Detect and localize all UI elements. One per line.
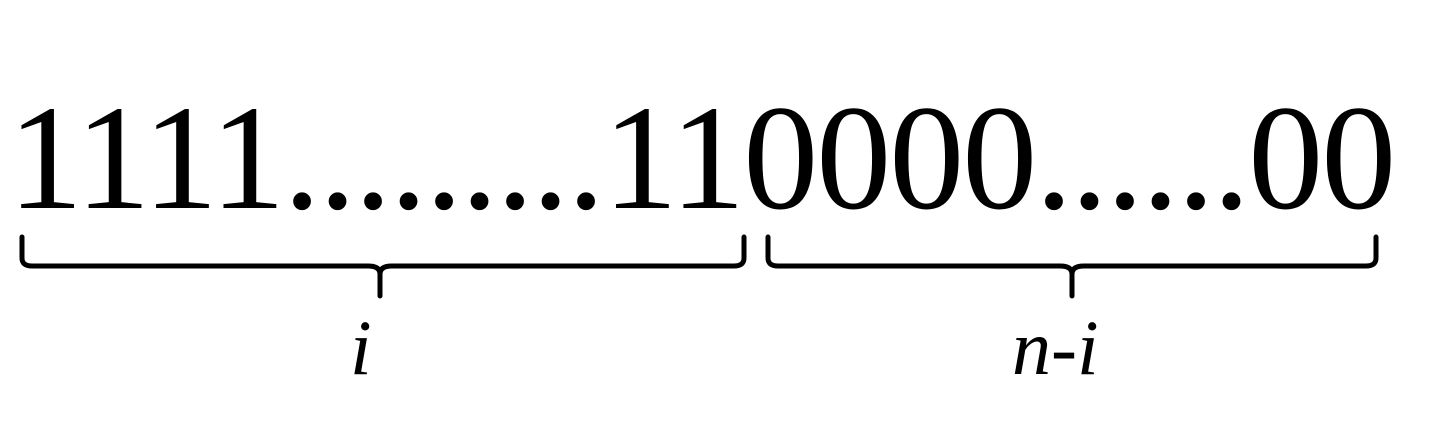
right-brace xyxy=(765,234,1379,299)
ones-segment: 1111.........11 xyxy=(8,75,745,241)
left-brace-label: i xyxy=(350,304,372,391)
zeros-segment: 0000......00 xyxy=(743,75,1396,241)
bit-string: 1111.........110000......00 xyxy=(8,75,1438,241)
left-brace xyxy=(19,234,747,299)
right-brace-label: n-i xyxy=(1012,304,1099,391)
